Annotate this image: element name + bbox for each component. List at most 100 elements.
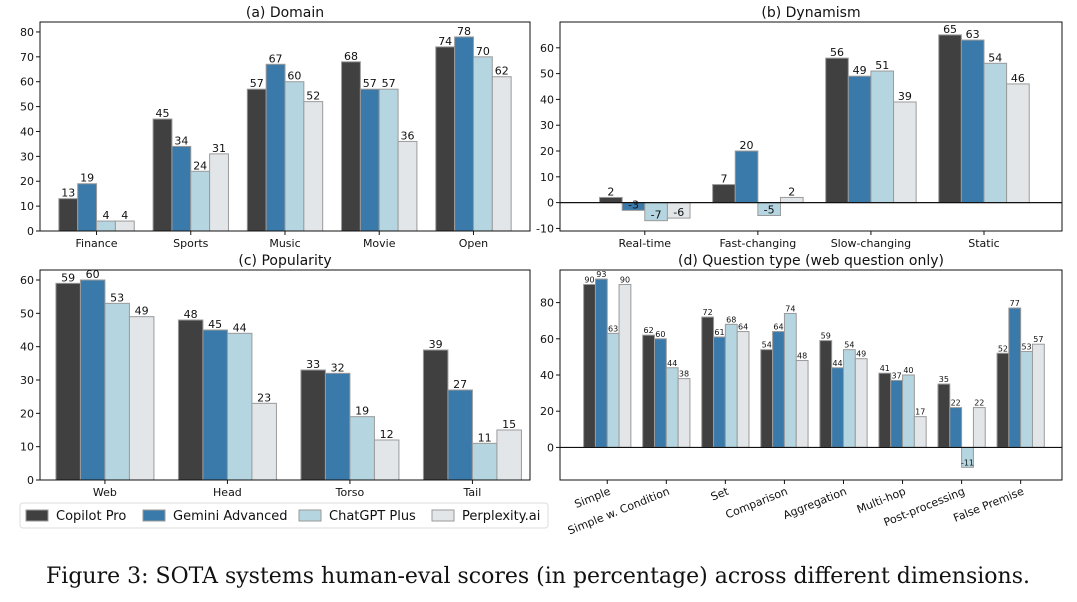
axes-frame (559, 269, 1063, 481)
data-label: -7 (651, 209, 662, 222)
bar (114, 220, 135, 232)
y-tick-label: 50 (20, 307, 34, 320)
data-label: 40 (903, 366, 913, 375)
legend-label: Copilot Pro (56, 509, 126, 524)
bar (373, 439, 400, 481)
bar (996, 352, 1010, 448)
y-tick-label: 20 (540, 405, 554, 418)
bar (471, 442, 498, 481)
bar (724, 323, 738, 448)
data-label: 37 (892, 371, 902, 380)
bar (397, 140, 418, 232)
bar (831, 367, 844, 448)
data-label: 33 (306, 358, 320, 371)
axes-frame (559, 21, 1063, 232)
data-label: 31 (212, 142, 226, 155)
data-label: 22 (974, 399, 984, 408)
bar (890, 379, 904, 448)
data-label: 41 (880, 364, 890, 373)
axes-frame (39, 21, 531, 232)
bar (734, 150, 759, 204)
x-tick-label: Set (709, 484, 731, 503)
y-tick-label: 20 (20, 175, 34, 188)
y-tick-label: 40 (540, 369, 554, 382)
bar (177, 319, 204, 481)
y-tick-label: 40 (20, 341, 34, 354)
x-tick-label: Finance (75, 237, 117, 250)
y-tick-label: 60 (20, 76, 34, 89)
data-label: 4 (102, 209, 109, 222)
bar (1020, 350, 1033, 448)
y-tick-label: 10 (20, 441, 34, 454)
data-label: 39 (429, 338, 443, 351)
legend-swatch (298, 509, 322, 522)
bar (913, 416, 927, 448)
data-label: 62 (495, 65, 509, 78)
data-label: 49 (856, 350, 866, 359)
x-tick-label: Fast-changing (719, 237, 796, 250)
bar (972, 407, 986, 448)
legend-swatch (431, 509, 455, 522)
bar (893, 101, 917, 204)
data-label: 63 (608, 324, 618, 333)
data-label: 78 (457, 25, 471, 38)
data-label: 13 (61, 187, 75, 200)
data-label: 17 (915, 408, 925, 417)
bar (760, 349, 774, 448)
data-label: 44 (667, 359, 677, 368)
x-tick-label: Sports (173, 237, 209, 250)
x-tick-label: Static (968, 237, 999, 250)
data-label: 20 (740, 139, 754, 152)
data-label: -5 (764, 204, 775, 217)
bar (104, 302, 130, 481)
data-label: 54 (762, 341, 772, 350)
bar (303, 101, 324, 232)
bar (190, 170, 211, 232)
x-tick-label: Simple (573, 485, 613, 511)
data-label: -6 (673, 206, 684, 219)
data-label: 48 (184, 308, 198, 321)
legend-frame (19, 502, 549, 529)
data-label: 60 (86, 268, 100, 281)
subplot-3: (d) Question type (web question only) 0 20… (540, 253, 1063, 538)
bar (359, 88, 380, 232)
subplot-2: (c) Popularity 0 10 20 30 40 50 60 59 48 33 39 60 45 3… (20, 253, 531, 499)
data-label: 32 (331, 361, 345, 374)
subplot-0: (a) Domain 0 10 20 30 40 50 60 70 80 13 45 57 68 74 19 3… (20, 5, 531, 250)
data-label: 22 (951, 399, 961, 408)
data-label: 64 (738, 323, 748, 332)
bar (713, 336, 726, 448)
bar (447, 389, 473, 481)
data-label: 74 (785, 304, 795, 313)
bar (701, 316, 715, 448)
bar (712, 184, 736, 204)
bar (937, 383, 951, 448)
bar (960, 39, 985, 204)
bar (938, 34, 962, 204)
data-label: 57 (1033, 335, 1043, 344)
data-label: 68 (726, 315, 736, 324)
axes-frame (39, 269, 531, 481)
x-tick-label: Tail (463, 486, 482, 499)
data-label: 7 (720, 173, 727, 186)
bar (454, 36, 474, 232)
y-tick-label: 60 (540, 333, 554, 346)
bar (79, 279, 106, 481)
bar (77, 183, 98, 232)
x-tick-label: Simple w. Condition (566, 485, 672, 538)
legend-swatch (142, 509, 166, 522)
y-tick-label: 0 (27, 474, 34, 487)
x-tick-label: Aggregation (781, 485, 848, 522)
bar (209, 153, 229, 232)
y-tick-label: 40 (540, 93, 554, 106)
data-label: 19 (355, 405, 369, 418)
data-label: 90 (620, 275, 630, 284)
bar (983, 62, 1008, 204)
y-tick-label: 20 (20, 407, 34, 420)
data-label: 38 (679, 370, 689, 379)
data-label: 15 (502, 418, 516, 431)
subplot-1: (b) Dynamism -10 0 10 20 30 40 50 60 2 7 56 65 -3 20 49… (536, 5, 1063, 250)
subplot-title: (d) Question type (web question only) (678, 253, 944, 269)
bar (422, 349, 449, 481)
data-label: 57 (363, 77, 377, 90)
